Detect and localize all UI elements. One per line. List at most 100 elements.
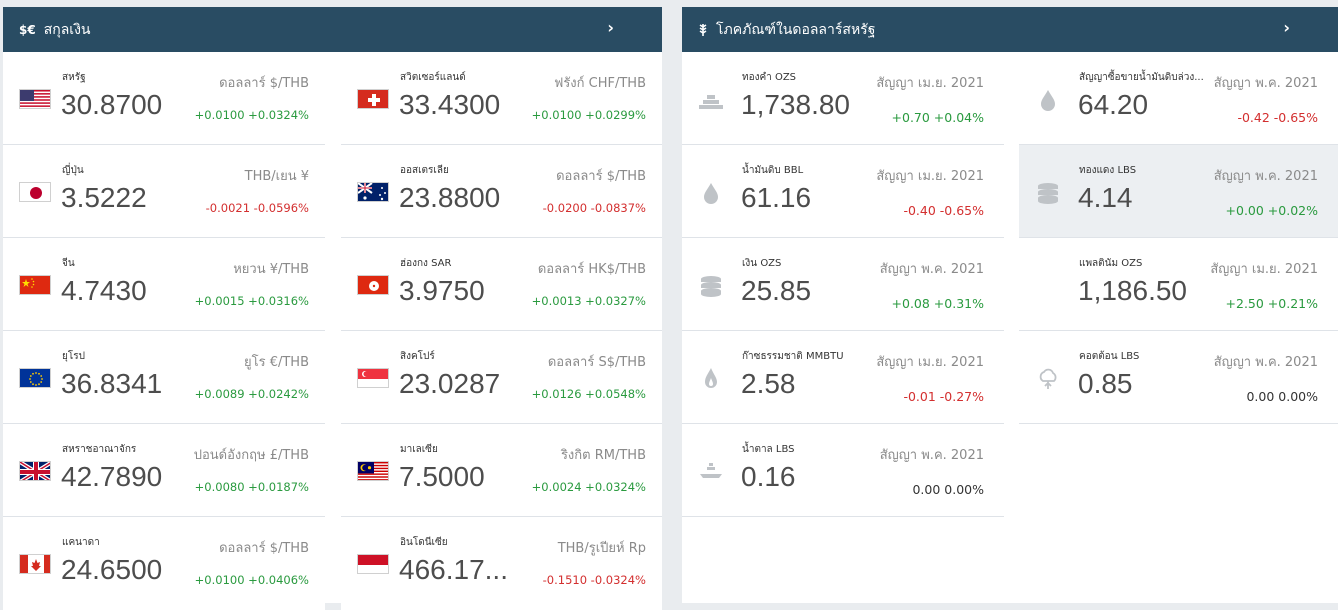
- item-name: คอตต้อน LBS: [1079, 351, 1140, 362]
- item-value: 23.0287: [399, 368, 501, 399]
- commodity-panel-header[interactable]: โภคภัณฑ์ในดอลลาร์สหรัฐ ›: [682, 7, 1338, 52]
- commodity-card[interactable]: ทองแดง LBS 4.14 สัญญา พ.ค. 2021 +0.00 +0.02…: [1019, 145, 1338, 238]
- flag-jp-icon: [19, 182, 51, 202]
- flag-us-icon: [19, 89, 51, 109]
- item-name: สัญญาซื้อขายน้ำมันดิบล่วง...: [1079, 72, 1204, 83]
- item-change: 0.00 0.00%: [1246, 389, 1318, 404]
- flag-my-icon: [357, 461, 389, 481]
- item-change: -0.0200 -0.0837%: [542, 201, 646, 215]
- sugar-icon: [698, 459, 724, 485]
- flag-ch-icon: [357, 89, 389, 109]
- currency-card[interactable]: สวิตเซอร์แลนด์ 33.4300 ฟรังก์ CHF/THB +0.01…: [341, 52, 662, 145]
- item-value: 7.5000: [399, 461, 485, 492]
- item-name: ยุโรป: [62, 351, 85, 362]
- item-name: แคนาดา: [62, 537, 100, 548]
- currency-card[interactable]: ยุโรป 36.8341 ยูโร €/THB +0.0089 +0.0242%: [3, 331, 325, 424]
- coins-icon: [698, 273, 724, 299]
- item-name: ก๊าซธรรมชาติ MMBTU: [742, 351, 844, 362]
- oil-drop-icon: [698, 180, 724, 206]
- currency-card[interactable]: ฮ่องกง SAR 3.9750 ดอลลาร์ HK$/THB +0.0013 +…: [341, 238, 662, 331]
- item-name: จีน: [62, 258, 75, 269]
- item-value: 1,738.80: [741, 89, 850, 120]
- item-unit: สัญญา เม.ย. 2021: [876, 76, 984, 91]
- flag-gb-icon: [19, 461, 51, 481]
- item-name: มาเลเซีย: [400, 444, 438, 455]
- currency-icon: $€: [19, 22, 36, 37]
- commodity-card[interactable]: คอตต้อน LBS 0.85 สัญญา พ.ค. 2021 0.00 0.00%: [1019, 331, 1338, 424]
- item-value: 1,186.50: [1078, 275, 1187, 306]
- item-name: ญี่ปุ่น: [62, 165, 84, 176]
- item-unit: สัญญา พ.ค. 2021: [1213, 355, 1318, 370]
- item-value: 25.85: [741, 275, 812, 306]
- item-value: 466.17...: [399, 554, 508, 585]
- flag-au-icon: [357, 182, 389, 202]
- currency-card[interactable]: สิงคโปร์ 23.0287 ดอลลาร์ S$/THB +0.0126 +0.…: [341, 331, 662, 424]
- commodity-card[interactable]: สัญญาซื้อขายน้ำมันดิบล่วง... 64.20 สัญญา พ…: [1019, 52, 1338, 145]
- currency-panel: $€ สกุลเงิน › สหรัฐ 30.8700 ดอลลาร์ $/THB +…: [3, 7, 662, 610]
- item-value: 30.8700: [61, 89, 163, 120]
- currency-card[interactable]: แคนาดา 24.6500 ดอลลาร์ $/THB +0.0100 +0.040…: [3, 517, 325, 610]
- commodity-card[interactable]: เงิน OZS 25.85 สัญญา พ.ค. 2021 +0.08 +0.31%: [682, 238, 1004, 331]
- item-change: +0.0013 +0.0327%: [531, 294, 646, 308]
- item-change: +0.0015 +0.0316%: [194, 294, 309, 308]
- item-change: +0.0100 +0.0406%: [194, 573, 309, 587]
- item-unit: ฟรังก์ CHF/THB: [554, 76, 646, 91]
- item-value: 0.85: [1078, 368, 1133, 399]
- commodity-card[interactable]: แพลตินัม OZS 1,186.50 สัญญา เม.ย. 2021 +2.5…: [1019, 238, 1338, 331]
- item-value: 2.58: [741, 368, 796, 399]
- item-change: +0.0089 +0.0242%: [194, 387, 309, 401]
- item-change: +0.0080 +0.0187%: [194, 480, 309, 494]
- item-unit: ริงกิต RM/THB: [560, 448, 646, 463]
- item-change: +0.0024 +0.0324%: [531, 480, 646, 494]
- gold-bars-icon: [698, 87, 724, 113]
- item-name: สวิตเซอร์แลนด์: [400, 72, 466, 83]
- chevron-right-icon[interactable]: ›: [607, 18, 614, 37]
- currency-card[interactable]: มาเลเซีย 7.5000 ริงกิต RM/THB +0.0024 +0.03…: [341, 424, 662, 517]
- item-name: แพลตินัม OZS: [1079, 258, 1143, 269]
- wheat-icon: [698, 23, 708, 37]
- currency-card[interactable]: ญี่ปุ่น 3.5222 THB/เยน ¥ -0.0021 -0.0596%: [3, 145, 325, 238]
- item-unit: ดอลลาร์ $/THB: [556, 169, 646, 184]
- item-value: 36.8341: [61, 368, 163, 399]
- item-change: +0.0100 +0.0324%: [194, 108, 309, 122]
- item-value: 23.8800: [399, 182, 501, 213]
- currency-card[interactable]: จีน 4.7430 หยวน ¥/THB +0.0015 +0.0316%: [3, 238, 325, 331]
- flag-id-icon: [357, 554, 389, 574]
- item-name: เงิน OZS: [742, 258, 782, 269]
- coins-icon: [1035, 180, 1061, 206]
- item-change: -0.01 -0.27%: [903, 389, 984, 404]
- flag-sg-icon: [357, 368, 389, 388]
- oil-drop-icon: [1035, 87, 1061, 113]
- item-name: อินโดนีเซีย: [400, 537, 448, 548]
- currency-card[interactable]: สหรัฐ 30.8700 ดอลลาร์ $/THB +0.0100 +0.0324…: [3, 52, 325, 145]
- cotton-icon: [1035, 366, 1061, 392]
- commodity-card[interactable]: ก๊าซธรรมชาติ MMBTU 2.58 สัญญา เม.ย. 2021 -0…: [682, 331, 1004, 424]
- item-unit: สัญญา เม.ย. 2021: [1210, 262, 1318, 277]
- item-value: 4.7430: [61, 275, 147, 306]
- commodity-card[interactable]: น้ำตาล LBS 0.16 สัญญา พ.ค. 2021 0.00 0.00%: [682, 424, 1004, 517]
- item-value: 64.20: [1078, 89, 1149, 120]
- commodity-card[interactable]: น้ำมันดิบ BBL 61.16 สัญญา เม.ย. 2021 -0.40 …: [682, 145, 1004, 238]
- item-name: ออสเตรเลีย: [400, 165, 449, 176]
- item-value: 0.16: [741, 461, 796, 492]
- item-value: 4.14: [1078, 182, 1133, 213]
- currency-panel-header[interactable]: $€ สกุลเงิน ›: [3, 7, 662, 52]
- currency-card[interactable]: ออสเตรเลีย 23.8800 ดอลลาร์ $/THB -0.0200 -0…: [341, 145, 662, 238]
- item-name: สหรัฐ: [62, 72, 86, 83]
- currency-card[interactable]: สหราชอาณาจักร 42.7890 ปอนด์อังกฤษ £/THB +0.…: [3, 424, 325, 517]
- item-unit: THB/เยน ¥: [244, 169, 309, 184]
- chevron-right-icon[interactable]: ›: [1283, 18, 1290, 37]
- commodity-card[interactable]: ทองคำ OZS 1,738.80 สัญญา เม.ย. 2021 +0.70 +…: [682, 52, 1004, 145]
- item-change: +2.50 +0.21%: [1225, 296, 1318, 311]
- item-change: +0.0100 +0.0299%: [531, 108, 646, 122]
- item-change: +0.00 +0.02%: [1225, 203, 1318, 218]
- item-value: 3.5222: [61, 182, 147, 213]
- item-change: 0.00 0.00%: [912, 482, 984, 497]
- item-change: +0.70 +0.04%: [891, 110, 984, 125]
- item-name: ฮ่องกง SAR: [400, 258, 452, 269]
- item-change: +0.0126 +0.0548%: [531, 387, 646, 401]
- item-unit: สัญญา เม.ย. 2021: [876, 169, 984, 184]
- currency-card[interactable]: อินโดนีเซีย 466.17... THB/รูเปียห์ Rp -0.15…: [341, 517, 662, 610]
- item-value: 42.7890: [61, 461, 163, 492]
- flag-eu-icon: [19, 368, 51, 388]
